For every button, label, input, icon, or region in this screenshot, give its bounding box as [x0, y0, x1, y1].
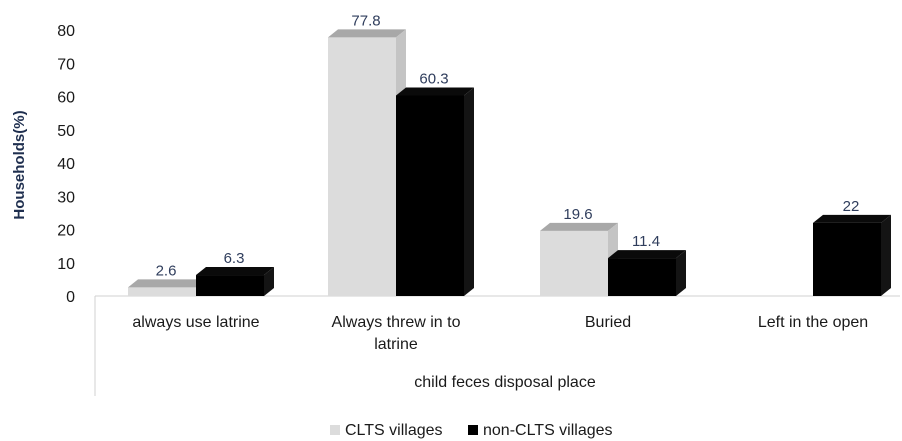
- bar-front: [608, 258, 676, 296]
- category-label: always use latrine: [132, 314, 259, 331]
- bars: [128, 29, 891, 296]
- y-tick-label: 70: [57, 56, 75, 73]
- data-label: 22: [843, 198, 860, 215]
- y-axis-ticks: 0 10 20 30 40 50 60 70 80: [57, 23, 75, 306]
- y-tick-label: 30: [57, 189, 75, 206]
- bar-front: [328, 37, 396, 296]
- bar: [128, 279, 206, 296]
- y-tick-label: 10: [57, 256, 75, 273]
- bar-top: [813, 214, 891, 223]
- data-label: 19.6: [563, 206, 592, 223]
- legend-item: non-CLTS villages: [468, 422, 613, 439]
- category-label: latrine: [374, 336, 418, 353]
- bar-front: [540, 230, 608, 296]
- bar-side: [881, 214, 891, 296]
- y-tick-label: 60: [57, 90, 75, 107]
- bar: [813, 214, 891, 296]
- y-tick-label: 20: [57, 223, 75, 240]
- data-label: 6.3: [224, 250, 245, 267]
- data-labels: 2.6 6.3 77.8 60.3 19.6 11.4 22: [156, 12, 860, 279]
- bar-top: [328, 29, 406, 38]
- bar: [196, 267, 274, 296]
- bar-top: [540, 222, 618, 231]
- y-tick-label: 80: [57, 23, 75, 40]
- bar-top: [196, 267, 274, 276]
- y-tick-label: 40: [57, 156, 75, 173]
- bar: [328, 29, 406, 296]
- bar-side: [264, 267, 274, 296]
- legend-label: non-CLTS villages: [483, 422, 613, 439]
- legend-label: CLTS villages: [345, 422, 443, 439]
- bar-top: [608, 250, 686, 259]
- bar-front: [396, 95, 464, 296]
- bar-front: [128, 287, 196, 296]
- bar-top: [128, 279, 206, 288]
- data-label: 60.3: [419, 71, 448, 88]
- y-tick-label: 0: [66, 289, 75, 306]
- category-label: Buried: [585, 314, 631, 331]
- bar: [396, 87, 474, 296]
- y-tick-label: 50: [57, 123, 75, 140]
- category-label: Always threw in to: [332, 314, 461, 331]
- bar-front: [196, 275, 264, 296]
- category-label: Left in the open: [758, 314, 868, 331]
- y-axis-title: Households(%): [11, 110, 28, 219]
- bar: [608, 250, 686, 296]
- data-label: 77.8: [351, 12, 380, 29]
- bar-top: [396, 87, 474, 96]
- category-labels: always use latrine Always threw in to latr…: [132, 314, 868, 353]
- data-label: 2.6: [156, 262, 177, 279]
- legend-item: CLTS villages: [330, 422, 443, 439]
- data-label: 11.4: [632, 233, 660, 250]
- bar-front: [813, 222, 881, 296]
- bar-side: [676, 250, 686, 296]
- x-axis-title: child feces disposal place: [414, 374, 596, 391]
- bar: [540, 222, 618, 296]
- bar-side: [464, 87, 474, 296]
- legend: CLTS villages non-CLTS villages: [330, 422, 613, 439]
- legend-swatch: [330, 425, 340, 435]
- legend-swatch: [468, 425, 478, 435]
